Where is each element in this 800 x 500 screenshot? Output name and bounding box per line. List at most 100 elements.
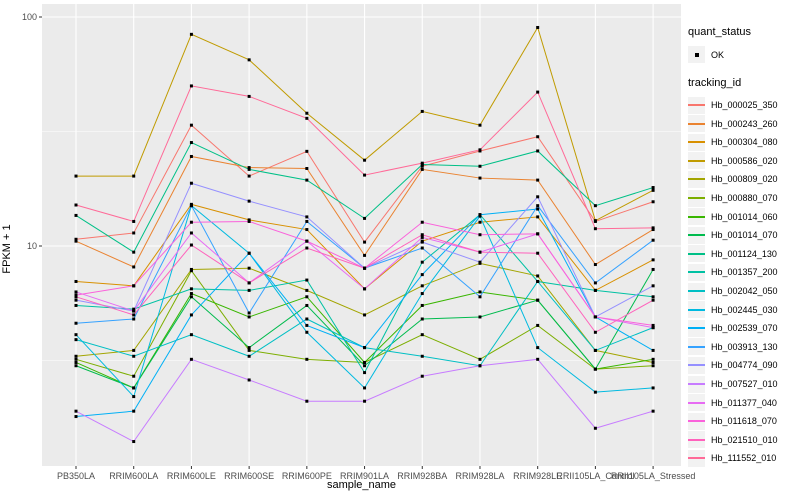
data-point [536,251,540,255]
data-point [132,174,136,178]
data-point [305,111,309,115]
data-point [593,281,597,285]
data-point [536,215,540,219]
data-point [189,220,193,224]
legend-key-swatch [688,226,705,244]
data-point [189,357,193,361]
data-point [132,307,136,311]
legend-line-icon [688,383,705,385]
data-point [305,228,309,232]
data-point [536,346,540,350]
data-point [305,317,309,321]
data-point [651,228,655,232]
x-tick-label: RRIM928BA [397,471,448,481]
data-point [189,32,193,36]
x-tick-label: PB350LA [56,471,96,481]
x-tick-label: RRIM928LE [513,471,563,481]
data-point [420,292,424,296]
data-point [189,154,193,158]
data-point [132,265,136,269]
data-point [74,333,78,337]
legend-item-tracking: Hb_007527_010 [688,375,778,393]
legend-key-swatch [688,394,705,412]
data-point [189,181,193,185]
legend-item-tracking: Hb_000025_350 [688,96,778,114]
legend-item-label: Hb_001357_200 [711,267,778,278]
data-point [651,267,655,271]
data-point [247,311,251,315]
legend-line-icon [688,178,705,181]
legend-key-swatch [688,375,705,393]
data-point [363,346,367,350]
data-point [363,313,367,317]
legend-item-tracking: Hb_002539_070 [688,319,778,337]
ok-point-icon [694,52,699,57]
data-point [132,284,136,288]
data-point [189,84,193,88]
data-point [189,269,193,273]
legend-item-label: Hb_003913_130 [711,341,778,352]
data-point [132,313,136,317]
legend-line-icon [688,197,705,200]
legend-line-icon [688,234,705,237]
legend-item-tracking: Hb_001357_200 [688,263,778,281]
legend-line-icon [688,327,705,330]
data-point [363,240,367,244]
y-tick-label: 10 [26,241,37,251]
data-point [305,215,309,219]
data-point [420,260,424,264]
legend-item-label: Hb_000809_020 [711,174,778,185]
data-point [651,188,655,192]
data-point [420,161,424,165]
data-point [74,213,78,217]
data-point [536,178,540,182]
legend-item-tracking: Hb_002445_030 [688,301,778,319]
legend-line-icon [688,271,705,274]
data-point [363,266,367,270]
data-point [247,281,251,285]
legend-key-swatch [688,170,705,188]
x-tick-label: RRIM600LA [109,471,159,481]
legend-key-swatch [688,338,705,356]
data-point [651,323,655,327]
data-point [189,243,193,247]
legend-item-label: Hb_000025_350 [711,100,778,111]
data-point [132,374,136,378]
legend-item-label: Hb_011618_070 [711,416,777,427]
data-point [478,250,482,254]
data-point [420,109,424,113]
legend-key-swatch [688,449,705,467]
data-point [478,123,482,127]
data-point [651,238,655,242]
legend-item-tracking: Hb_000586_020 [688,152,778,170]
x-tick-label: RRIM928LA [455,471,505,481]
data-point [74,293,78,297]
data-point [189,231,193,235]
data-point [305,178,309,182]
data-point [363,399,367,403]
legend-item-tracking: Hb_011377_040 [688,394,778,412]
legend-item-label: OK [711,49,725,60]
data-point [363,216,367,220]
data-point [247,378,251,382]
legend-key-swatch [688,133,705,151]
data-point [74,174,78,178]
data-point [420,354,424,358]
data-point [651,360,655,364]
data-point [305,303,309,307]
data-point [305,330,309,334]
data-point [305,357,309,361]
data-point [478,213,482,217]
legend-title-quant-status: quant_status [688,26,751,38]
data-point [132,348,136,352]
data-point [536,323,540,327]
data-point [593,426,597,430]
data-point [74,338,78,342]
data-point [420,240,424,244]
data-point [247,218,251,222]
legend-item-tracking: Hb_001124_130 [688,245,778,263]
data-point [420,374,424,378]
data-point [420,333,424,337]
data-point [593,204,597,208]
x-tick-label: RRIM600SE [224,471,275,481]
